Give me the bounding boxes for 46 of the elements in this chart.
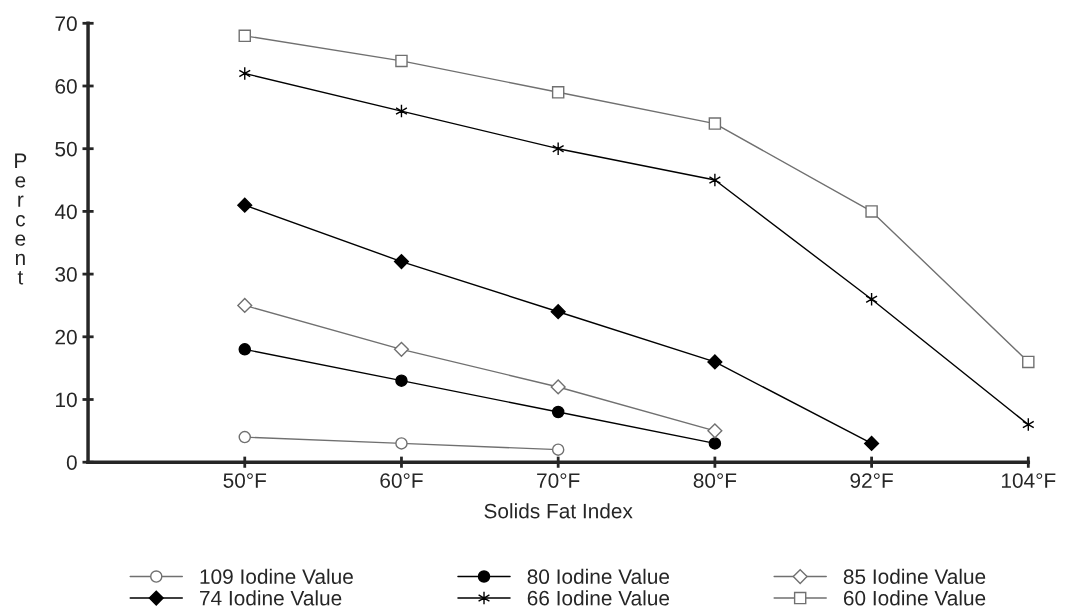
point [393, 341, 410, 357]
point [395, 437, 408, 450]
x-tick-label: 104°F [1001, 473, 1056, 488]
x-axis-title: Solids Fat Index [484, 503, 633, 519]
y-tick-label: 30 [55, 267, 77, 282]
point [393, 253, 410, 270]
y-tick-label: 70 [55, 16, 77, 32]
point [708, 437, 722, 450]
x-tick-label: 80°F [693, 473, 737, 488]
legend-label: 85 Iodine Value [843, 568, 986, 585]
point [707, 423, 723, 439]
legend-label: 109 Iodine Value [200, 568, 353, 585]
point [238, 29, 252, 43]
x-tick-label: 70°F [537, 473, 580, 488]
y-tick-label: 50 [55, 141, 77, 157]
legend-label: 60 Iodine Value [843, 590, 986, 606]
point [395, 374, 408, 387]
y-axis-title: Percent [15, 153, 27, 285]
y-tick-label: 0 [66, 455, 77, 470]
point [237, 297, 253, 314]
legend-label: 74 Iodine Value [200, 590, 342, 606]
y-tick-label: 10 [56, 392, 77, 408]
y-tick-label: 20 [55, 329, 77, 345]
point [237, 197, 253, 213]
y-tick-label: 40 [54, 204, 77, 220]
point [550, 379, 566, 395]
point [551, 405, 565, 419]
point [708, 117, 722, 130]
x-tick-label: 50°F [223, 473, 267, 488]
y-tick-label: 60 [55, 79, 77, 94]
point [238, 430, 252, 444]
x-tick-label: 92°F [850, 473, 893, 488]
legend-label: 66 Iodine Value [527, 590, 670, 606]
point [708, 173, 721, 187]
point [552, 141, 565, 156]
point [707, 354, 723, 370]
point [551, 443, 565, 456]
point [864, 435, 880, 451]
point [551, 86, 565, 99]
legend-label: 80 Iodine Value [527, 568, 670, 585]
point [550, 304, 566, 320]
point [1022, 355, 1035, 369]
point [865, 205, 878, 218]
x-tick-label: 60°F [380, 473, 423, 488]
point [238, 343, 252, 356]
point [395, 54, 408, 68]
